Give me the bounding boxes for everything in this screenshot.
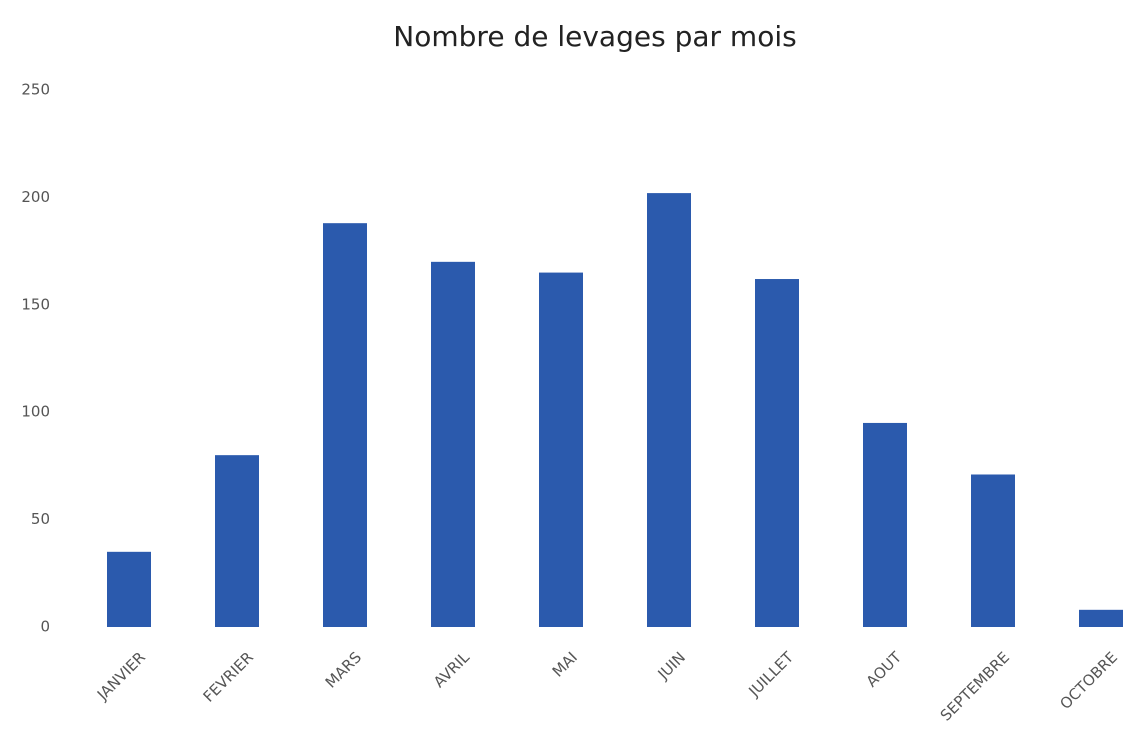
y-tick-label: 200 [21,188,50,206]
bar [539,272,583,627]
x-tick-label: MARS [322,648,365,691]
x-tick-label: JUILLET [745,648,798,701]
x-tick-label: MAI [549,648,581,680]
x-tick-label: SEPTEMBRE [937,648,1013,724]
bar [323,223,367,627]
y-tick-label: 250 [21,81,50,99]
x-tick-label: FEVRIER [200,648,257,705]
bar [107,551,151,627]
x-tick-label: AVRIL [430,648,473,691]
bar [863,422,907,627]
x-tick-label: OCTOBRE [1056,648,1121,713]
bar [647,193,691,627]
y-tick-label: 100 [21,403,50,421]
chart-title: Nombre de levages par mois [393,20,796,53]
bar [1079,609,1123,627]
y-tick-label: 0 [40,618,50,636]
y-tick-label: 50 [31,510,50,528]
x-tick-label: AOUT [863,648,906,691]
bar [215,455,259,627]
y-tick-label: 150 [21,295,50,313]
x-tick-label: JUIN [654,648,689,683]
bar [431,261,475,627]
bar [755,279,799,627]
bar [971,474,1015,627]
x-tick-label: JANVIER [93,648,149,704]
